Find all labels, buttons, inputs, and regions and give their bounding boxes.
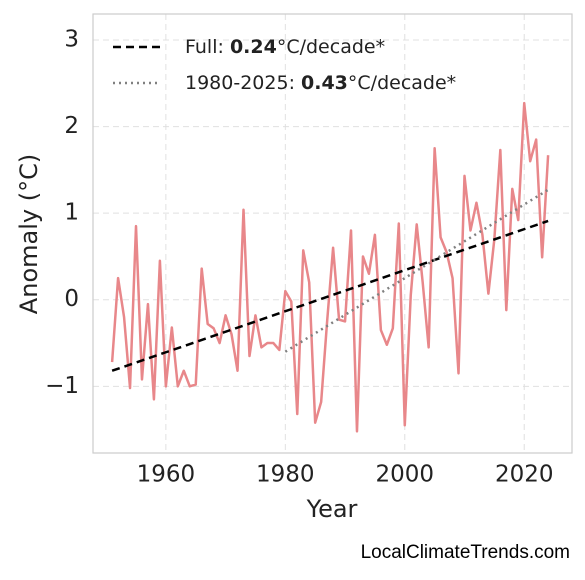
x-tick-label: 1980 <box>256 462 315 488</box>
y-tick-label: −1 <box>45 373 79 399</box>
legend-text: 1980-2025: <box>185 72 301 94</box>
y-tick-label: 3 <box>64 26 79 52</box>
legend-text: 0.43 <box>301 72 348 94</box>
y-axis-label: Anomaly (°C) <box>15 154 43 314</box>
legend-label: Full: 0.24°C/decade* <box>185 36 385 58</box>
legend-text: °C/decade* <box>277 36 385 58</box>
legend-text: 0.24 <box>230 36 277 58</box>
y-tick-label: 0 <box>64 286 79 312</box>
plot-frame <box>92 13 573 454</box>
source: LocalClimateTrends.com <box>361 542 570 563</box>
x-tick-label: 2000 <box>375 462 434 488</box>
y-tick-label: 2 <box>64 113 79 139</box>
legend-text: Full: <box>185 36 230 58</box>
x-axis-label: Year <box>306 495 358 523</box>
legend-label: 1980-2025: 0.43°C/decade* <box>185 72 456 94</box>
trend-line <box>111 219 549 372</box>
data-line <box>110 101 550 433</box>
x-tick-label: 1960 <box>137 462 196 488</box>
legend-text: °C/decade* <box>348 72 456 94</box>
y-tick-label: 1 <box>64 200 79 226</box>
x-tick-label: 2020 <box>495 462 554 488</box>
